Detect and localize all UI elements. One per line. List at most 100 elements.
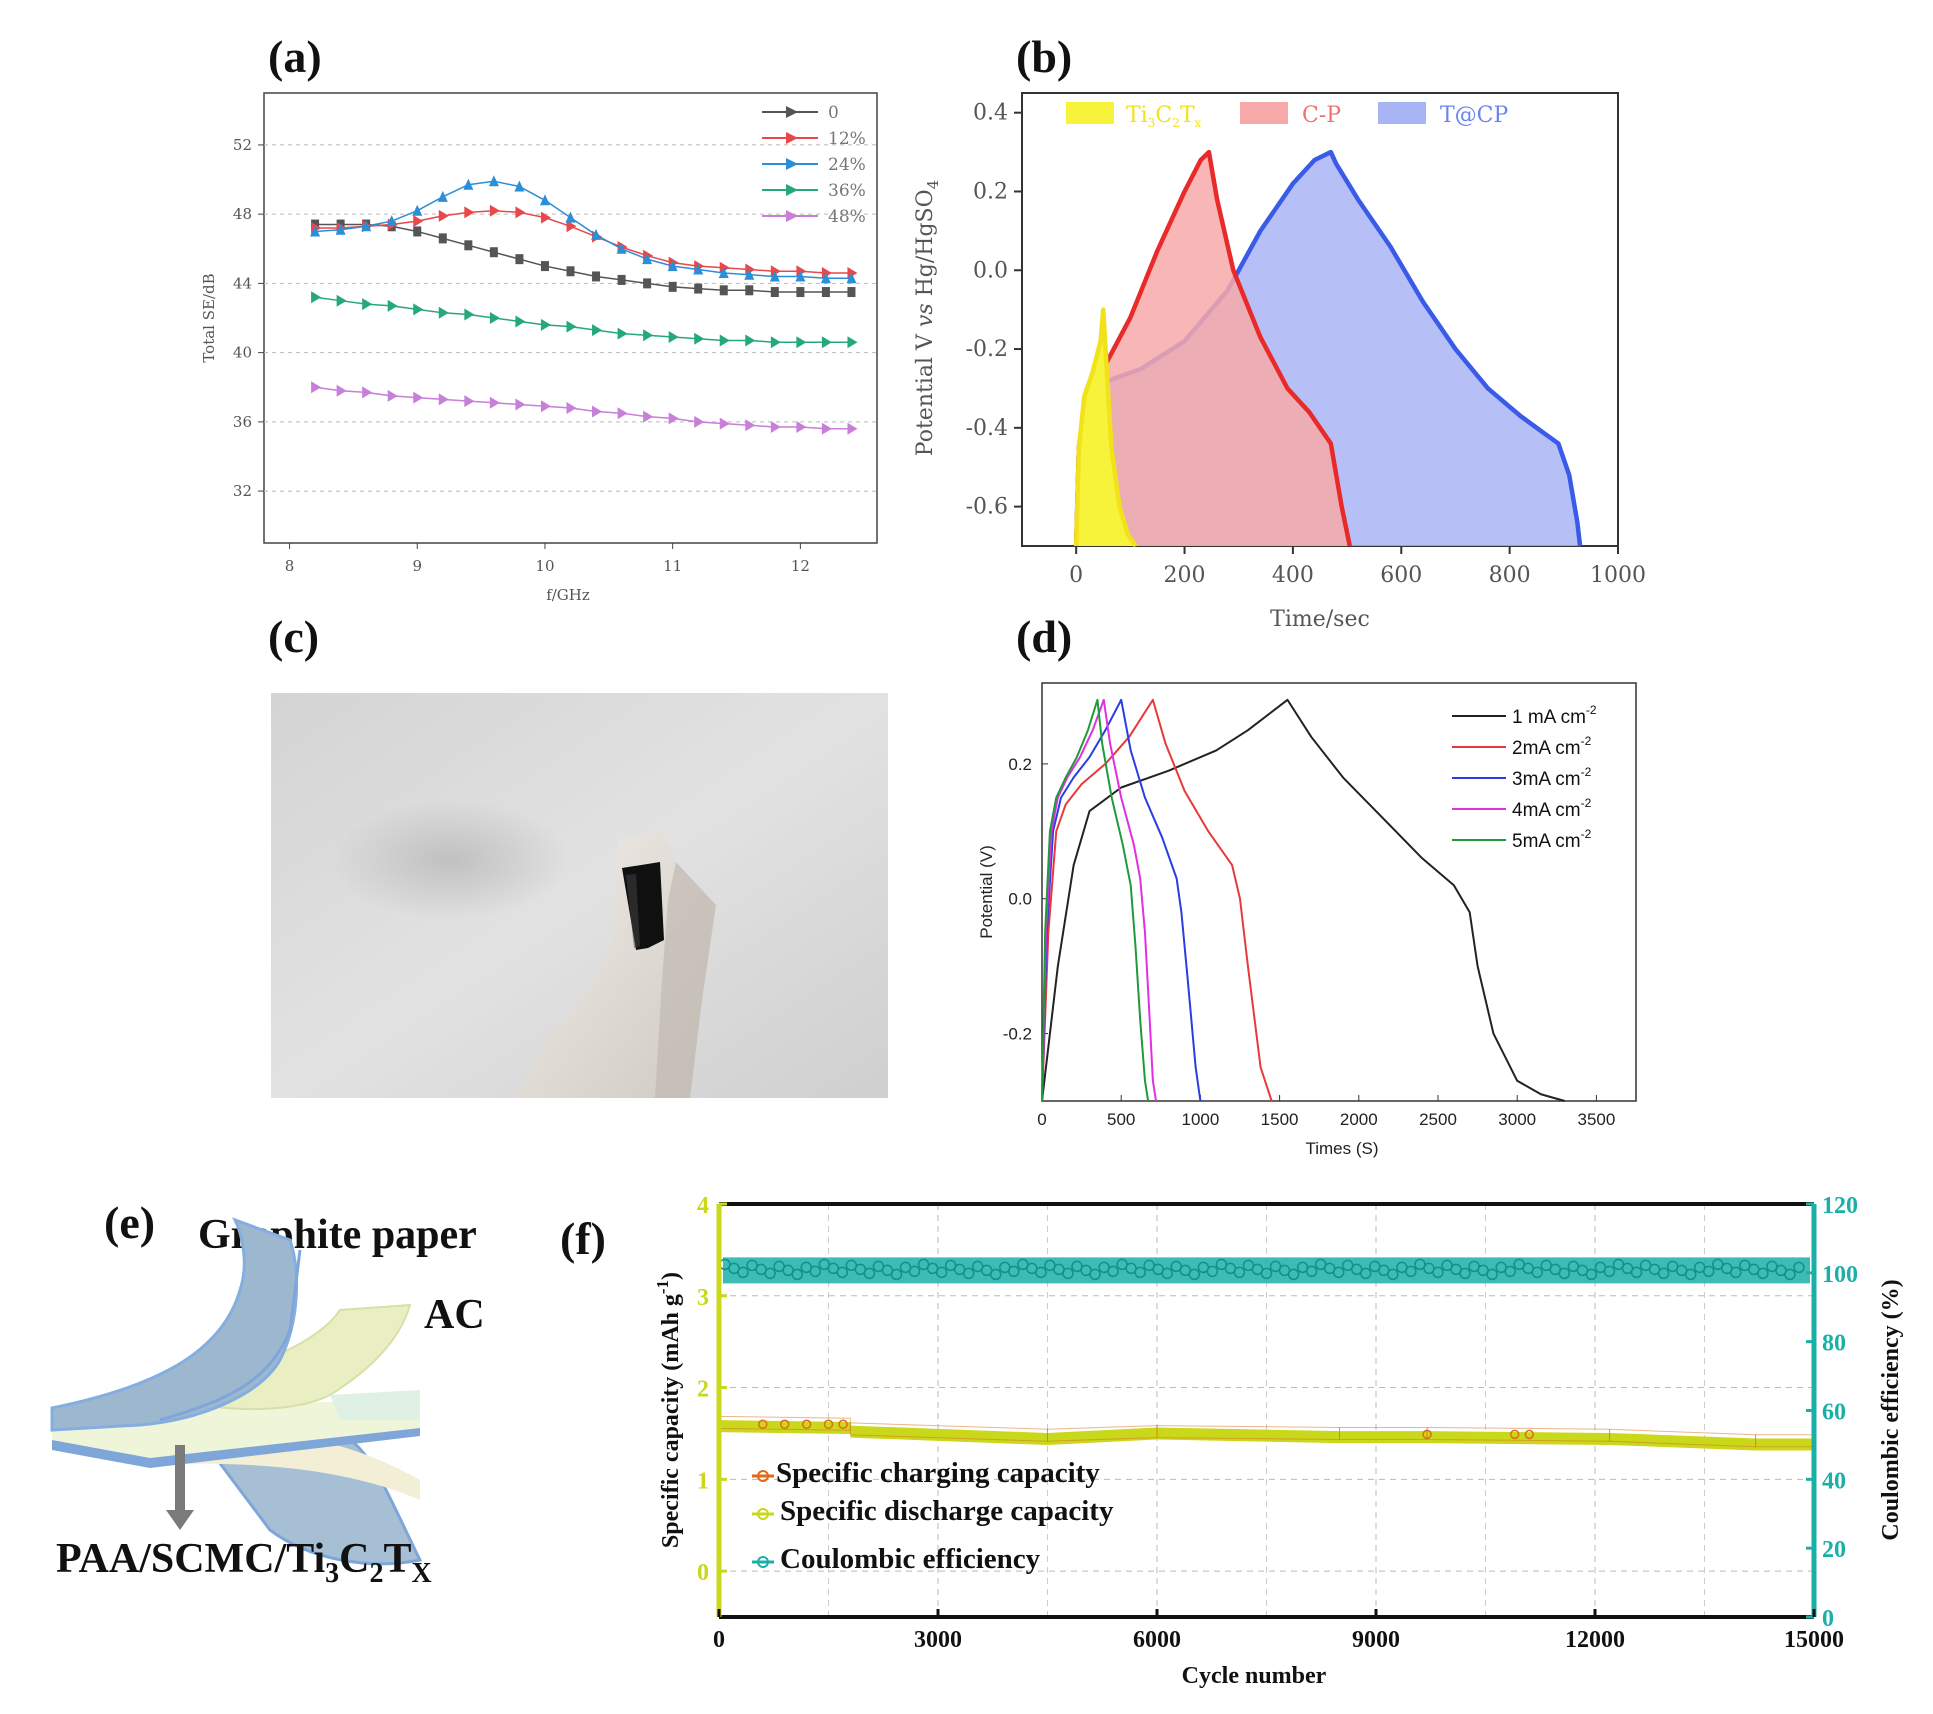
a-point	[617, 327, 628, 340]
d-legend-label: 3mA cm-2	[1512, 765, 1592, 790]
d-series	[1041, 698, 1565, 1102]
a-point	[694, 332, 705, 345]
f-ce-marker	[1305, 1265, 1318, 1278]
a-point	[668, 331, 679, 344]
f-x-axis-label: Cycle number	[1182, 1663, 1327, 1689]
b-x-tick-label: 200	[1164, 563, 1206, 588]
a-point	[719, 334, 730, 347]
a-point	[566, 266, 575, 277]
d-series-line-2	[1041, 698, 1202, 1102]
f-ce-marker	[1459, 1267, 1471, 1280]
f-x-tick-label: 6000	[1133, 1627, 1181, 1653]
d-series-line-1	[1041, 698, 1273, 1102]
f-ce-marker	[1702, 1265, 1715, 1278]
f-charge-marker	[1422, 1429, 1432, 1440]
a-legend-marker	[786, 184, 798, 196]
f-legend: Specific charging capacity Specific disc…	[752, 1457, 1114, 1575]
a-point	[694, 415, 705, 428]
a-point	[643, 410, 654, 423]
f-legend-dot-ce	[757, 1556, 769, 1568]
a-series-line	[315, 180, 852, 279]
f-charge-marker	[1524, 1429, 1535, 1440]
a-point	[770, 336, 781, 349]
a-point	[821, 422, 832, 435]
f-y-axis-label: Specific capacity (mAh g-1)	[653, 1272, 684, 1548]
a-point	[412, 204, 423, 216]
a-point	[489, 312, 500, 324]
f-x-tick-label: 12000	[1565, 1627, 1625, 1653]
a-point	[336, 384, 347, 397]
b-legend-swatch-tcp	[1378, 102, 1426, 124]
d-x-tick-label: 2000	[1340, 1110, 1378, 1129]
f-y-tick-label: 0	[697, 1560, 709, 1586]
a-point	[387, 389, 398, 402]
b-area-Ti3C2Tx	[1076, 309, 1136, 546]
a-point	[616, 242, 627, 254]
a-y-tick-label: 40	[233, 344, 252, 362]
panel-d-label: (d)	[1016, 611, 1072, 662]
f-x-tick-label: 9000	[1352, 1627, 1400, 1653]
a-point	[413, 215, 424, 228]
a-point	[821, 287, 830, 298]
a-series-2	[310, 175, 857, 284]
d-x-tick-label: 3000	[1498, 1110, 1536, 1129]
f-y2-tick-label: 80	[1822, 1331, 1846, 1357]
f-ce-marker	[1432, 1266, 1444, 1279]
f-ce-marker	[1008, 1265, 1020, 1278]
f-y-tick-label: 3	[697, 1285, 709, 1311]
a-point	[795, 270, 806, 282]
stack-edge	[52, 1428, 420, 1468]
a-point	[847, 287, 856, 298]
a-point	[566, 402, 577, 414]
a-point	[361, 220, 372, 232]
a-point	[821, 336, 832, 349]
a-point	[386, 215, 397, 227]
panel-d: (d) 0.2 0.0 -0.2 0 500 1000 1500 2000 2500 3000 3…	[977, 611, 1637, 1158]
f-ce-marker	[836, 1266, 849, 1279]
a-point	[643, 329, 654, 342]
a-point	[540, 211, 551, 224]
a-point	[565, 211, 576, 223]
a-point	[745, 285, 754, 296]
f-ce-marker	[1035, 1266, 1047, 1279]
a-point	[770, 421, 781, 434]
b-x-ticks: 0 200 400 600 800 1000	[1069, 546, 1646, 588]
a-point	[438, 393, 449, 406]
a-legend-marker	[786, 210, 798, 222]
a-gridlines	[264, 144, 877, 492]
a-point	[796, 336, 807, 349]
b-legend-label-cp: C-P	[1302, 103, 1341, 128]
a-series-4	[311, 381, 858, 435]
d-x-axis-label: Times (S)	[1305, 1139, 1378, 1158]
f-ce-marker	[764, 1267, 776, 1280]
b-y-tick-label: -0.2	[966, 337, 1008, 362]
d-y-tick-label: -0.2	[1003, 1025, 1032, 1044]
b-x-tick-label: 0	[1069, 563, 1083, 588]
f-ce-marker	[1784, 1268, 1796, 1281]
a-point	[311, 381, 322, 394]
a-point	[745, 334, 756, 347]
f-legend-dot-discharge	[757, 1508, 769, 1520]
b-legend-label-tcp: T@CP	[1440, 103, 1509, 128]
f-ce-marker	[1360, 1267, 1372, 1280]
a-point	[693, 263, 704, 275]
a-y-ticks: 32 36 40 44 48 52	[233, 136, 264, 500]
panel-a: (a) 32 36 40 44 48 52 8 9 10 11 12 f/GHz Total SE…	[200, 31, 878, 604]
b-area-C-P	[1076, 152, 1350, 546]
a-series-line	[314, 386, 852, 430]
arrow-head	[166, 1510, 194, 1530]
f-x-ticks: 0 3000 6000 9000 12000 15000	[713, 1609, 1844, 1653]
d-x-tick-label: 1500	[1261, 1110, 1299, 1129]
f-capacity-segment-1	[1339, 1431, 1428, 1444]
a-point	[437, 190, 448, 202]
f-ce-marker	[1089, 1268, 1101, 1281]
f-ce-marker	[1531, 1266, 1543, 1279]
a-point	[592, 324, 603, 337]
f-ce-marker	[908, 1265, 921, 1278]
a-series-0	[311, 219, 856, 298]
b-legend-swatch-cp	[1240, 102, 1288, 124]
a-point	[489, 396, 500, 409]
paa-scmc-label: PAA/SCMC/Ti3C2TX	[56, 1536, 432, 1589]
f-ce-marker	[1603, 1265, 1616, 1278]
